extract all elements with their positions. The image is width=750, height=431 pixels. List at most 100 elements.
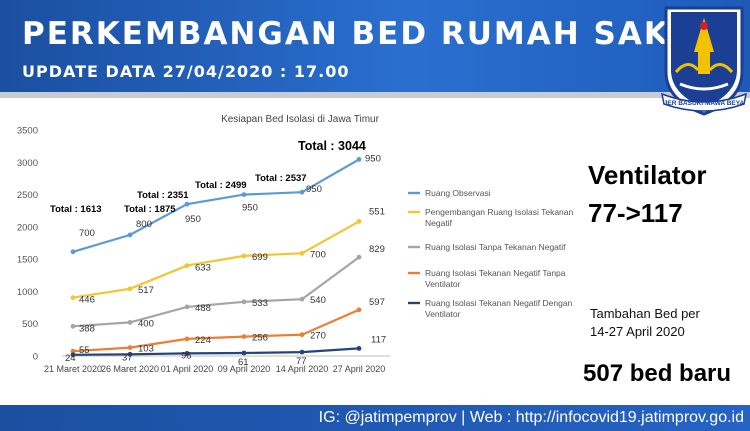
data-point [127, 320, 133, 325]
y-tick-label: 1500 [17, 255, 38, 266]
data-point [299, 296, 305, 302]
data-point [127, 345, 133, 350]
legend-label: Pengembangan Ruang Isolasi Tekanan Negati… [425, 207, 574, 228]
data-point [70, 323, 76, 329]
data-point [184, 263, 190, 268]
header-banner: PERKEMBANGAN BED RUMAH SAKIT UPDATE DATA… [0, 0, 750, 92]
data-point [70, 249, 76, 255]
data-label: 540 [310, 295, 326, 306]
y-tick-label: 500 [22, 319, 38, 330]
data-label: 800 [136, 219, 152, 230]
ventilator-label: Ventilator [588, 160, 707, 190]
data-point [299, 349, 305, 355]
y-tick-label: 2500 [17, 190, 38, 201]
total-label: Total : 2499 [195, 180, 247, 191]
data-label: 950 [242, 203, 258, 214]
x-tick-label: 26 Maret 2020 [101, 364, 159, 374]
data-label: 55 [79, 345, 90, 356]
bed-baru-text: 507 bed baru [583, 360, 732, 387]
header-divider [0, 92, 750, 98]
data-point [127, 232, 133, 238]
data-label: 446 [79, 295, 95, 306]
data-label: 517 [138, 285, 154, 296]
data-point [299, 332, 305, 338]
data-label: 103 [138, 344, 154, 355]
jatim-emblem-icon: JER BASUKI MAWA BEYA [660, 6, 748, 116]
ventilator-value: 77->117 [588, 198, 683, 228]
data-point [127, 351, 133, 357]
x-tick-label: 21 Maret 2020 [44, 364, 102, 374]
series-line-4 [72, 308, 360, 353]
data-point [241, 192, 247, 198]
data-point [241, 334, 247, 339]
data-label: 61 [238, 357, 249, 368]
total-label: Total : 2351 [137, 190, 189, 201]
data-label: 256 [252, 333, 268, 344]
update-subtitle: UPDATE DATA 27/04/2020 : 17.00 [22, 62, 350, 81]
data-label: 400 [138, 318, 154, 329]
total-label: Total : 2537 [255, 173, 307, 184]
chart-legend: Ruang Observasi Pengembangan Ruang Isolas… [408, 188, 574, 319]
y-tick-label: 0 [33, 352, 38, 363]
x-tick-label: 01 April 2020 [161, 364, 214, 374]
data-point [184, 304, 190, 310]
data-label: 551 [369, 206, 385, 217]
data-point [356, 157, 362, 162]
data-label: 597 [369, 297, 385, 308]
data-point [184, 351, 190, 356]
y-tick-label: 2000 [17, 222, 38, 233]
data-point [241, 299, 247, 305]
total-label: Total : 1875 [124, 204, 176, 215]
legend-label: Ruang Isolasi Tanpa Tekanan Negatif [425, 242, 566, 252]
chart-title: Kesiapan Bed Isolasi di Jawa Timur [221, 114, 380, 125]
data-point [184, 336, 190, 342]
data-label: 699 [252, 252, 268, 263]
data-label: 700 [79, 228, 95, 239]
data-label: 37 [122, 352, 133, 363]
total-label: Total : 1613 [50, 204, 102, 215]
series-line-3 [72, 256, 360, 328]
data-labels: 700 800 950 950 950 950 446 517 633 699 700 551 388 4… [65, 153, 386, 368]
legend-label: Ruang Observasi [425, 188, 491, 198]
total-label: Total : 3044 [298, 139, 366, 153]
data-point [184, 201, 190, 207]
series-line-2 [72, 220, 360, 299]
y-tick-label: 3500 [17, 126, 38, 137]
data-point [70, 352, 76, 358]
data-point [127, 286, 133, 292]
data-point [356, 307, 362, 313]
data-point [70, 295, 76, 300]
data-point [241, 350, 247, 356]
data-point [356, 219, 362, 224]
data-point [356, 254, 362, 260]
data-label: 633 [195, 263, 211, 274]
legend-label: Ruang Isolasi Tekanan Negatif Tanpa Venti… [425, 268, 566, 289]
series-lines [70, 157, 362, 358]
data-label: 224 [195, 335, 211, 346]
bed-chart: Kesiapan Bed Isolasi di Jawa Timur 0 500 1… [17, 114, 574, 374]
data-point [299, 250, 305, 256]
y-axis-ticks: 0 500 1000 1500 2000 2500 3000 3500 [17, 126, 38, 363]
total-labels: Total : 1613 Total : 1875 Total : 2351 Tota… [50, 139, 366, 215]
data-label: 77 [296, 356, 307, 367]
tambahan-line2: 14-27 April 2020 [590, 324, 685, 339]
data-label: 24 [65, 353, 76, 364]
data-point [299, 189, 305, 195]
series-line-5 [72, 347, 360, 356]
emblem-banner-text: JER BASUKI MAWA BEYA [664, 100, 745, 107]
data-label: 700 [310, 249, 326, 260]
data-label: 950 [306, 184, 322, 195]
x-tick-label: 27 April 2020 [333, 364, 386, 374]
data-point [70, 348, 76, 354]
series-line-1 [72, 158, 360, 253]
data-label: 533 [252, 298, 268, 309]
data-label: 388 [79, 323, 95, 334]
data-point [356, 346, 362, 351]
legend-label: Ruang Isolasi Tekanan Negatif Dengan Vent… [425, 298, 573, 319]
footer-banner: IG: @jatimpemprov | Web : http://infocov… [0, 405, 750, 431]
x-tick-label: 14 April 2020 [276, 364, 329, 374]
y-tick-label: 1000 [17, 287, 38, 298]
tambahan-line1: Tambahan Bed per [590, 306, 700, 321]
data-label: 270 [310, 331, 326, 342]
